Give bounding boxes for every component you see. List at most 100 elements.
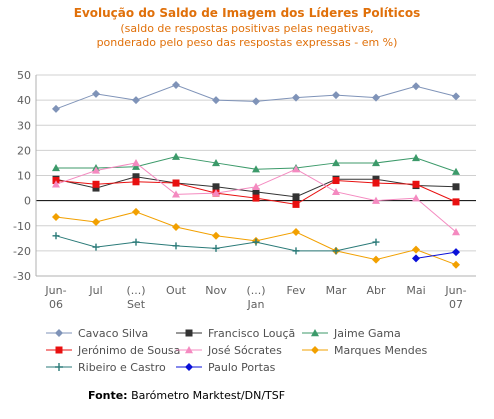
x-tick-label: Set: [127, 298, 146, 311]
data-point-ribeiro-e-castro: [292, 247, 300, 255]
data-point-marques-mendes: [292, 228, 300, 237]
data-point-jaime-gama: [252, 165, 260, 173]
x-tick-label: Out: [166, 284, 187, 297]
y-tick-label: -10: [13, 220, 31, 233]
data-point-jose-socrates: [332, 187, 340, 196]
data-point-marques-mendes: [172, 223, 180, 232]
data-point-jose-socrates: [412, 194, 420, 202]
x-tick-label: 07: [449, 298, 463, 311]
data-point-cavaco-silva: [172, 81, 180, 90]
data-point-jaime-gama: [452, 167, 460, 175]
data-point-cavaco-silva: [292, 93, 300, 102]
y-tick-label: 0: [24, 195, 31, 208]
chart-title: Evolução do Saldo de Imagem dos Líderes …: [73, 6, 421, 20]
x-tick-label: 06: [49, 298, 63, 311]
data-point-francisco-louca: [212, 183, 220, 191]
data-point-cavaco-silva: [92, 89, 100, 98]
data-point-jeronimo-de-sousa: [172, 179, 180, 187]
data-point-jeronimo-de-sousa: [452, 198, 460, 206]
data-point-marques-mendes: [372, 255, 380, 264]
source-note: Fonte: Barómetro Marktest/DN/TSF: [88, 389, 285, 402]
y-tick-label: 10: [17, 170, 31, 183]
x-tick-label: Mai: [406, 284, 425, 297]
data-point-jose-socrates: [172, 190, 180, 198]
legend-label-paulo-portas: Paulo Portas: [208, 361, 276, 374]
chart-subtitle-line-2: ponderado pelo peso das respostas expres…: [96, 36, 398, 49]
source-label: Fonte:: [88, 389, 128, 402]
data-point-ribeiro-e-castro: [372, 238, 380, 246]
data-point-jose-socrates: [252, 182, 260, 191]
data-point-jeronimo-de-sousa: [412, 180, 420, 188]
legend-label-francisco-louca: Francisco Louçã: [208, 327, 295, 340]
data-point-marques-mendes: [92, 217, 100, 226]
x-tick-label: Nov: [205, 284, 227, 297]
legend-marker-paulo-portas: [185, 363, 193, 371]
series-line-paulo-portas: [415, 251, 457, 259]
data-point-cavaco-silva: [52, 104, 60, 113]
x-tick-label: Mar: [326, 284, 347, 297]
legend-marker-jose-socrates: [185, 346, 193, 354]
x-tick-label: Jun-: [44, 284, 66, 297]
legend-marker-ribeiro-e-castro: [55, 363, 63, 371]
data-point-jaime-gama: [172, 152, 180, 160]
data-point-cavaco-silva: [252, 97, 260, 106]
y-tick-label: -30: [13, 270, 31, 283]
data-point-marques-mendes: [412, 245, 420, 254]
legend-label-jeronimo-de-sousa: Jerónimo de Sousa: [77, 344, 180, 357]
data-point-jaime-gama: [332, 158, 340, 167]
legend-label-jaime-gama: Jaime Gama: [333, 327, 401, 340]
y-tick-label: 30: [17, 119, 31, 132]
data-point-ribeiro-e-castro: [52, 232, 60, 240]
data-point-paulo-portas: [412, 254, 420, 263]
data-point-jose-socrates: [452, 228, 460, 236]
legend-marker-francisco-louca: [185, 329, 193, 337]
data-point-marques-mendes: [132, 207, 140, 216]
data-point-paulo-portas: [452, 248, 460, 257]
data-point-cavaco-silva: [372, 93, 380, 102]
x-tick-label: Jul: [88, 284, 102, 297]
data-point-jaime-gama: [372, 158, 380, 167]
data-point-marques-mendes: [52, 212, 60, 221]
data-point-marques-mendes: [452, 260, 460, 269]
legend-marker-jeronimo-de-sousa: [55, 346, 63, 354]
y-tick-label: 50: [17, 69, 31, 82]
data-point-cavaco-silva: [132, 96, 140, 105]
data-point-jose-socrates: [372, 196, 380, 204]
data-point-ribeiro-e-castro: [92, 243, 100, 251]
data-point-ribeiro-e-castro: [172, 242, 180, 250]
data-point-francisco-louca: [252, 188, 260, 196]
y-tick-label: 40: [17, 94, 31, 107]
data-point-ribeiro-e-castro: [132, 238, 140, 246]
data-point-jose-socrates: [52, 180, 60, 188]
data-point-jaime-gama: [412, 153, 420, 162]
data-point-jaime-gama: [52, 163, 60, 172]
data-point-jeronimo-de-sousa: [92, 180, 100, 188]
data-point-jose-socrates: [292, 165, 300, 173]
data-point-cavaco-silva: [412, 82, 420, 91]
x-tick-label: Jan: [247, 298, 265, 311]
x-tick-label: (...): [126, 284, 145, 297]
data-point-francisco-louca: [92, 184, 100, 192]
data-point-francisco-louca: [132, 173, 140, 181]
data-point-jeronimo-de-sousa: [332, 177, 340, 185]
data-point-jose-socrates: [132, 158, 140, 167]
y-tick-label: 20: [17, 144, 31, 157]
x-tick-label: (...): [246, 284, 265, 297]
legend-marker-marques-mendes: [311, 346, 319, 354]
source-text: Barómetro Marktest/DN/TSF: [131, 389, 286, 402]
legend-marker-jaime-gama: [311, 329, 319, 337]
data-point-jeronimo-de-sousa: [372, 179, 380, 187]
data-point-ribeiro-e-castro: [252, 238, 260, 246]
data-point-jose-socrates: [92, 166, 100, 174]
data-point-francisco-louca: [372, 175, 380, 183]
data-point-jaime-gama: [212, 158, 220, 167]
data-point-cavaco-silva: [212, 96, 220, 105]
chart-subtitle-line-1: (saldo de respostas positivas pelas nega…: [120, 22, 374, 35]
data-point-jeronimo-de-sousa: [292, 200, 300, 208]
legend-label-cavaco-silva: Cavaco Silva: [78, 327, 148, 340]
legend-label-ribeiro-e-castro: Ribeiro e Castro: [78, 361, 166, 374]
x-tick-label: Abr: [366, 284, 386, 297]
data-point-ribeiro-e-castro: [332, 247, 340, 255]
